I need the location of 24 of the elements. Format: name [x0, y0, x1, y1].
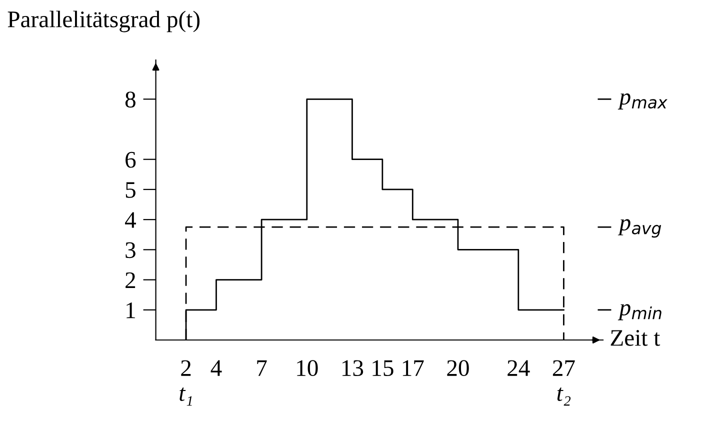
x-tick-label: 4: [210, 360, 222, 376]
x-tick-label: 7: [257, 360, 267, 376]
x-tick-label: 13: [342, 360, 364, 376]
y-tick-label: 8: [125, 92, 136, 108]
x-tick-label: 10: [297, 360, 318, 376]
y-tick-label: 4: [125, 212, 136, 228]
x-tick-label: 27: [552, 360, 575, 376]
y-axis-title: Parallelitätsgrad p(t): [8, 10, 200, 32]
x-tick-label: 2: [181, 360, 191, 376]
x-axis-title: Zeit t: [610, 330, 660, 346]
text: t₁: [180, 388, 192, 406]
y-tick-label: 1: [126, 302, 135, 318]
y-tick-label: 6: [126, 152, 136, 168]
y-tick-label: 2: [126, 272, 136, 288]
y-tick-label: 5: [126, 182, 136, 198]
x-tick-label: 20: [447, 360, 469, 376]
x-tick-label: 17: [402, 360, 424, 376]
text: t₂: [557, 388, 571, 406]
text: p$_{avg}$: [618, 219, 662, 238]
text: p$_{max}$: [618, 93, 668, 110]
x-tick-label: 24: [508, 360, 530, 376]
y-tick-label: 3: [126, 242, 136, 258]
x-tick-label: 15: [372, 360, 394, 376]
text: p$_{min}$: [618, 304, 662, 320]
